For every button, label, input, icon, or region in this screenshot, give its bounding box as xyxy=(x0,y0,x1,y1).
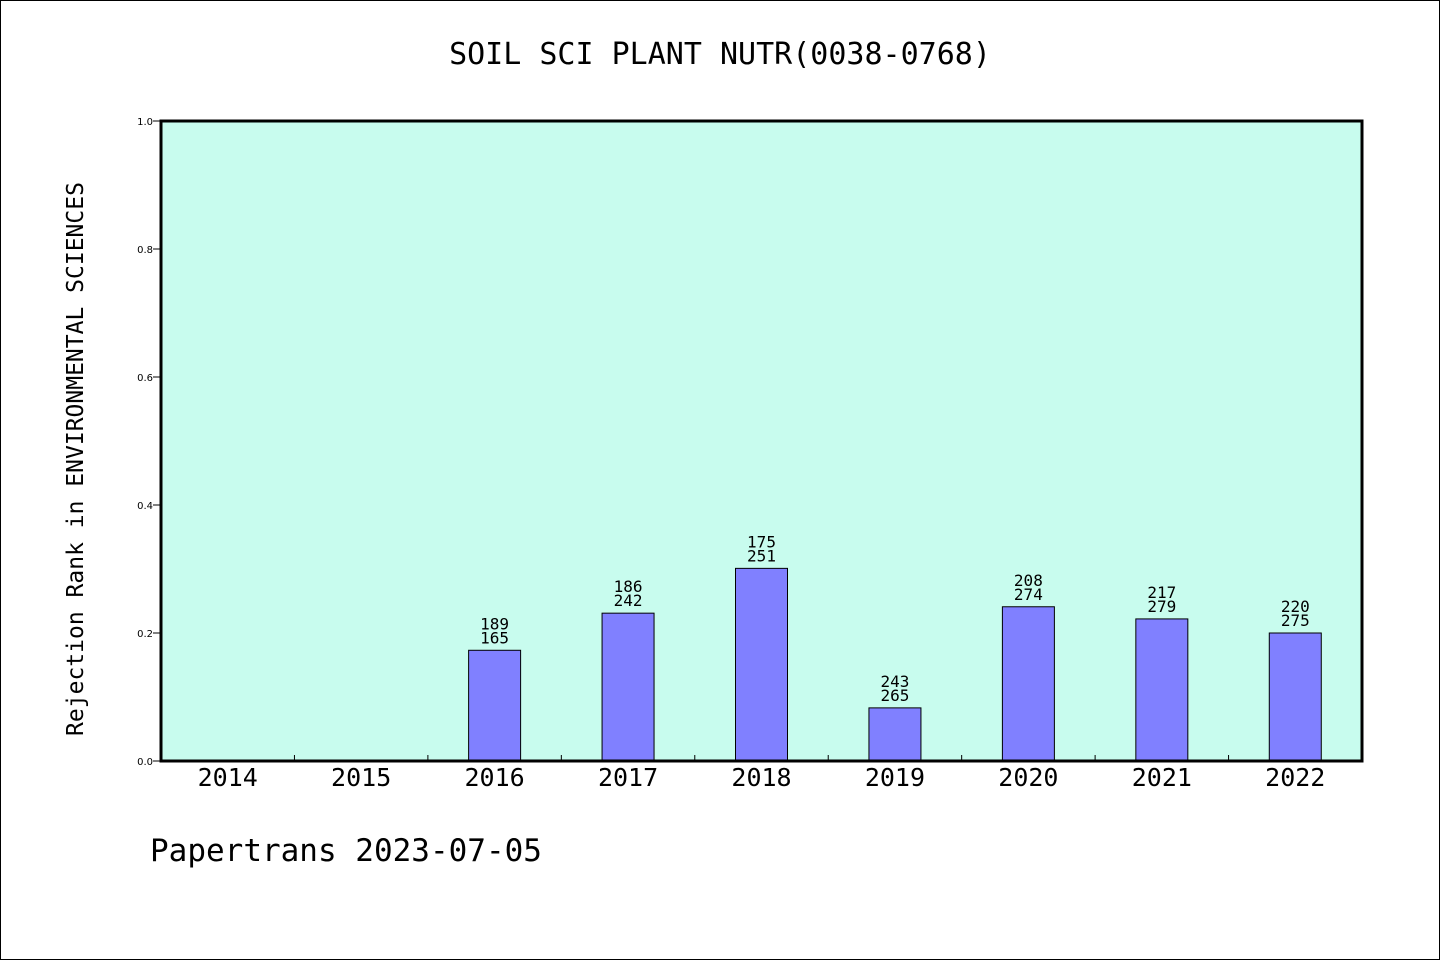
data-label-bottom: 265 xyxy=(880,686,909,705)
bar xyxy=(1001,606,1055,762)
data-label-bottom: 165 xyxy=(480,628,509,647)
y-tick-label: 0.0 xyxy=(137,757,153,768)
x-category-label: 2015 xyxy=(331,763,391,792)
x-category-label: 2021 xyxy=(1132,763,1192,792)
data-label-top: 189 xyxy=(480,614,509,633)
bar xyxy=(868,707,922,762)
data-label-bottom: 251 xyxy=(747,546,776,565)
footer-credit: Papertrans 2023-07-05 xyxy=(150,833,542,869)
x-category-label: 2018 xyxy=(731,763,791,792)
data-label-top: 220 xyxy=(1281,597,1310,616)
x-category-label: 2014 xyxy=(198,763,258,792)
y-tick-label: 1.0 xyxy=(137,117,153,128)
bar xyxy=(735,567,788,762)
y-tick-label: 0.4 xyxy=(137,501,153,512)
data-label-bottom: 279 xyxy=(1147,597,1176,616)
x-category-label: 2016 xyxy=(465,763,525,792)
y-tick-label: 0.2 xyxy=(137,629,153,640)
data-label-top: 243 xyxy=(880,672,909,691)
data-label-top: 208 xyxy=(1014,571,1043,590)
bar xyxy=(468,649,522,762)
chart-title: SOIL SCI PLANT NUTR(0038-0768) xyxy=(449,37,991,72)
data-label-top: 175 xyxy=(747,532,776,551)
data-label-bottom: 242 xyxy=(614,591,643,610)
x-category-label: 2017 xyxy=(598,763,658,792)
x-category-label: 2020 xyxy=(998,763,1058,792)
x-category-label: 2022 xyxy=(1265,763,1325,792)
bar xyxy=(601,612,655,762)
data-label-top: 217 xyxy=(1147,583,1176,602)
y-tick-label: 0.6 xyxy=(137,373,153,384)
y-tick-label: 0.8 xyxy=(137,245,153,256)
data-label-top: 186 xyxy=(614,577,643,596)
data-label-bottom: 275 xyxy=(1281,611,1310,630)
plot-border xyxy=(159,119,1364,763)
bar xyxy=(1268,632,1322,762)
bar xyxy=(1135,618,1189,762)
x-category-label: 2019 xyxy=(865,763,925,792)
data-label-bottom: 274 xyxy=(1014,585,1043,604)
